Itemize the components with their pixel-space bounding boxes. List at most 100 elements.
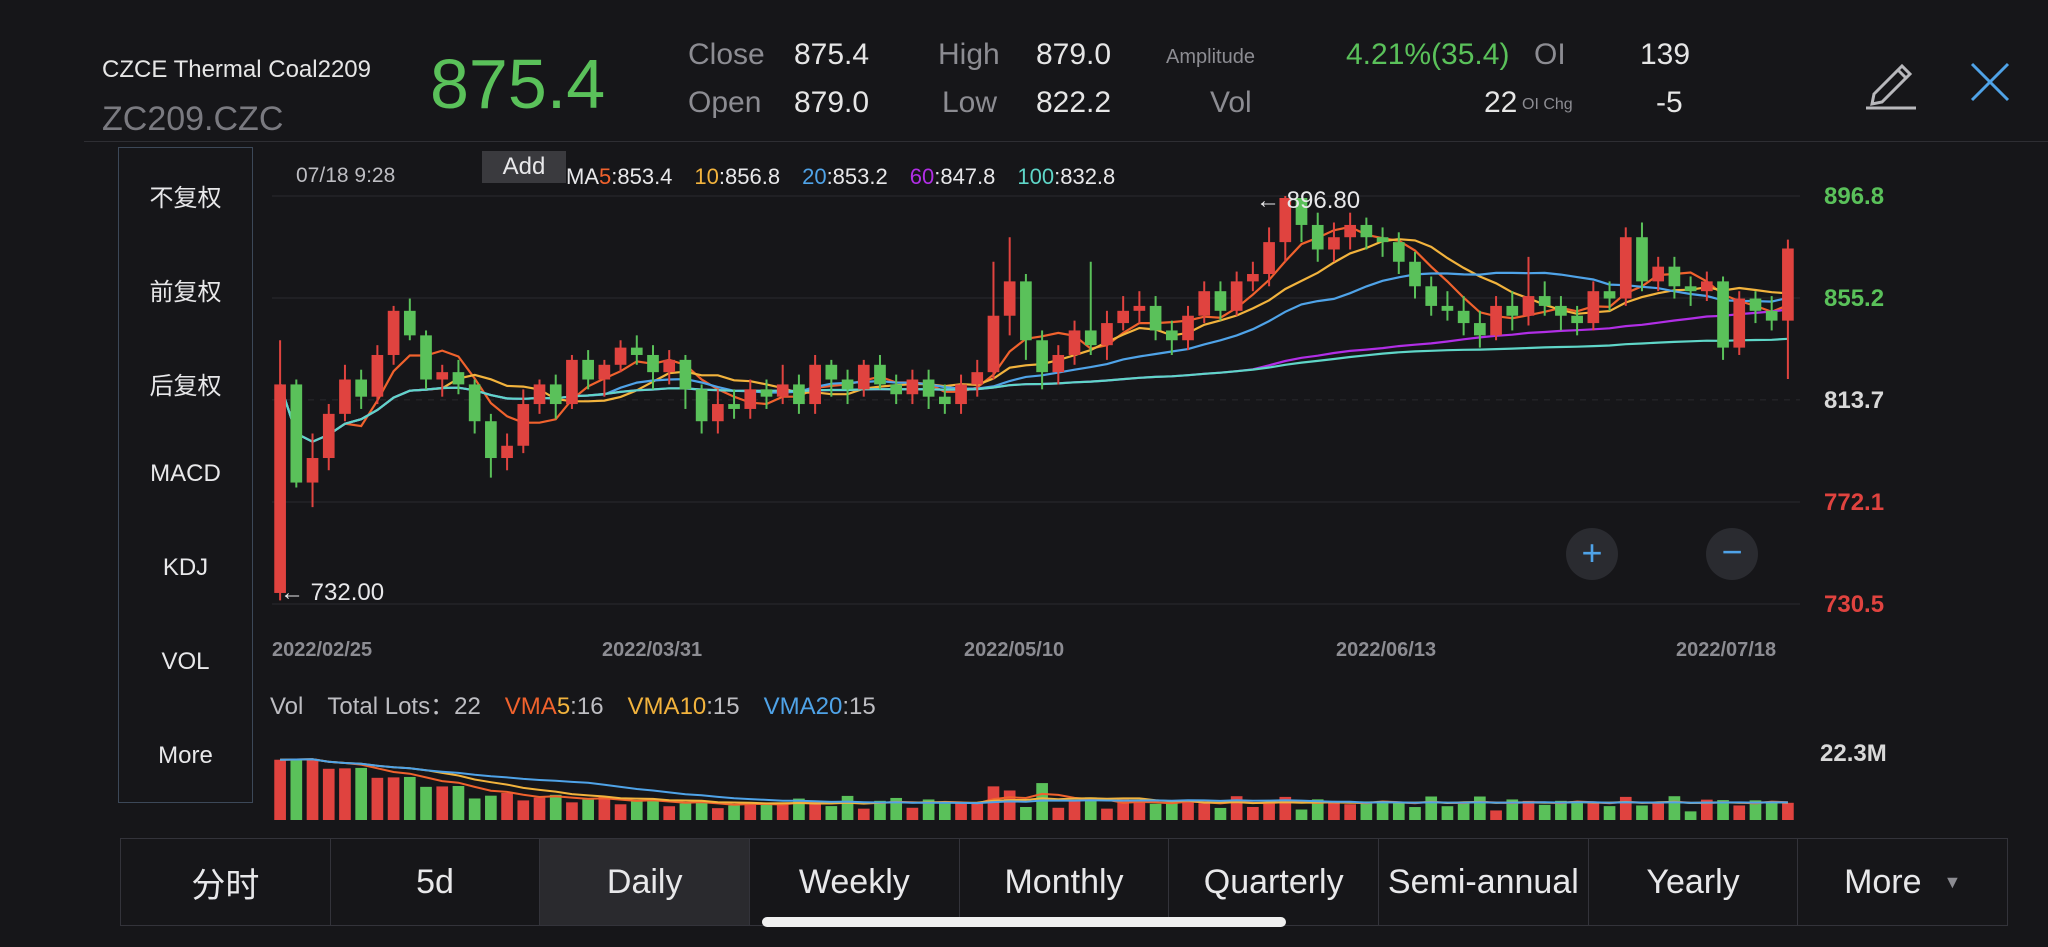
volume-bar	[1311, 799, 1324, 820]
sidebar-item-backward-adjust[interactable]: 后复权	[149, 373, 222, 400]
volume-bar	[1765, 802, 1778, 820]
candle-body	[1376, 237, 1389, 243]
tab-intraday[interactable]: 分时	[121, 839, 331, 925]
y-tick-label: 772.1	[1824, 489, 1884, 516]
sidebar-item-no-adjust[interactable]: 不复权	[149, 185, 222, 212]
volume-bar	[728, 805, 740, 820]
tab-weekly[interactable]: Weekly	[750, 839, 960, 925]
volume-bar	[1117, 799, 1130, 820]
volume-bar	[1538, 804, 1551, 820]
close-icon[interactable]	[1968, 60, 2012, 109]
candle-body	[1765, 310, 1778, 321]
volume-bar	[1490, 810, 1502, 820]
volume-bar	[922, 799, 935, 820]
volume-bar	[1149, 803, 1162, 820]
candle-body	[1149, 305, 1162, 331]
ma-value: :847.8	[934, 164, 996, 189]
candle-body	[1522, 296, 1535, 316]
volume-bar	[1101, 808, 1113, 820]
volume-bar	[906, 807, 919, 820]
high-label: High	[938, 38, 1000, 71]
x-tick-label: 2022/06/13	[1336, 639, 1436, 661]
candle-body	[679, 359, 692, 390]
edit-icon[interactable]	[1862, 52, 1920, 115]
amplitude-label: Amplitude	[1166, 46, 1255, 68]
volume-bar	[598, 796, 611, 820]
volume-bar	[1603, 806, 1616, 820]
volume-bar	[420, 786, 432, 820]
volume-bar	[614, 804, 627, 820]
tab-quarterly[interactable]: Quarterly	[1169, 839, 1380, 925]
zoom-in-icon[interactable]: +	[1566, 528, 1618, 580]
tab-yearly[interactable]: Yearly	[1589, 839, 1799, 925]
sidebar-item-more[interactable]: More	[158, 742, 213, 769]
candle-body	[1084, 330, 1097, 346]
candle-body	[1425, 286, 1438, 306]
tab-5d[interactable]: 5d	[331, 839, 541, 925]
y-tick-label: 730.5	[1824, 591, 1884, 618]
add-button[interactable]: Add	[482, 151, 566, 183]
candle-body	[1068, 330, 1081, 355]
candle-body	[1247, 274, 1259, 282]
volume-bar	[825, 806, 838, 820]
vma-value: :16	[570, 693, 628, 720]
candle-body	[614, 347, 627, 365]
volume-bar	[1263, 802, 1275, 820]
vma-name: VMA	[627, 693, 680, 720]
ma-line-ma100	[279, 337, 1788, 443]
candle-body	[387, 310, 400, 355]
tab-daily[interactable]: Daily	[540, 839, 751, 925]
vma-name: VMA	[763, 693, 816, 720]
x-tick-label: 2022/02/25	[272, 639, 372, 661]
volume-bar	[1684, 811, 1697, 820]
candle-body	[274, 384, 286, 593]
candle-body	[987, 315, 1000, 373]
volume-bar	[274, 759, 286, 820]
candle-body	[1636, 237, 1648, 282]
period-tabs: 分时 5d Daily Weekly Monthly Quarterly Sem…	[120, 838, 2008, 926]
volume-bar	[1717, 800, 1729, 820]
volume-bar	[1392, 802, 1405, 820]
volume-bar	[1165, 802, 1178, 820]
open-value: 879.0	[794, 86, 870, 119]
min-price-marker: ← 732.00	[280, 579, 384, 606]
volume-bar	[1425, 796, 1438, 820]
volume-bar	[403, 776, 416, 820]
sidebar-item-vol[interactable]: VOL	[161, 648, 210, 675]
candle-body	[1684, 286, 1697, 292]
candle-body	[420, 335, 432, 380]
candle-body	[1490, 305, 1502, 336]
ma-line-ma5	[279, 225, 1789, 443]
volume-bar	[987, 786, 1000, 820]
volume-bar	[647, 798, 659, 820]
candle-body	[841, 379, 854, 390]
volume-bar	[630, 801, 643, 820]
candle-body	[938, 396, 951, 405]
volume-bar	[695, 800, 708, 820]
candle-body	[598, 364, 611, 380]
candle-body	[1603, 291, 1616, 299]
candle-body	[1117, 310, 1130, 324]
sidebar-item-kdj[interactable]: KDJ	[162, 554, 209, 581]
header-divider	[84, 141, 2048, 142]
ma-period: 5	[599, 164, 612, 189]
close-value: 875.4	[794, 38, 870, 71]
tab-monthly[interactable]: Monthly	[960, 839, 1170, 925]
sidebar-item-forward-adjust[interactable]: 前复权	[149, 279, 222, 306]
max-price-marker: ← 896.80	[1256, 187, 1360, 214]
tab-semi-annual[interactable]: Semi-annual	[1379, 839, 1589, 925]
amplitude-value: 4.21%(35.4)	[1346, 38, 1510, 71]
candle-body	[1328, 237, 1340, 250]
volume-bar	[1230, 796, 1243, 820]
zoom-out-icon[interactable]: −	[1706, 528, 1758, 580]
sidebar-item-macd[interactable]: MACD	[150, 460, 221, 487]
volume-bar	[1328, 801, 1340, 820]
ma-value: :832.8	[1054, 164, 1116, 189]
y-tick-label: 813.7	[1824, 387, 1884, 414]
volume-bar	[1182, 800, 1194, 820]
candle-body	[1538, 296, 1551, 306]
volume-max-label: 22.3M	[1820, 740, 1887, 767]
ma-period: 20	[802, 164, 827, 189]
tab-more[interactable]: More ▼	[1798, 839, 2007, 925]
